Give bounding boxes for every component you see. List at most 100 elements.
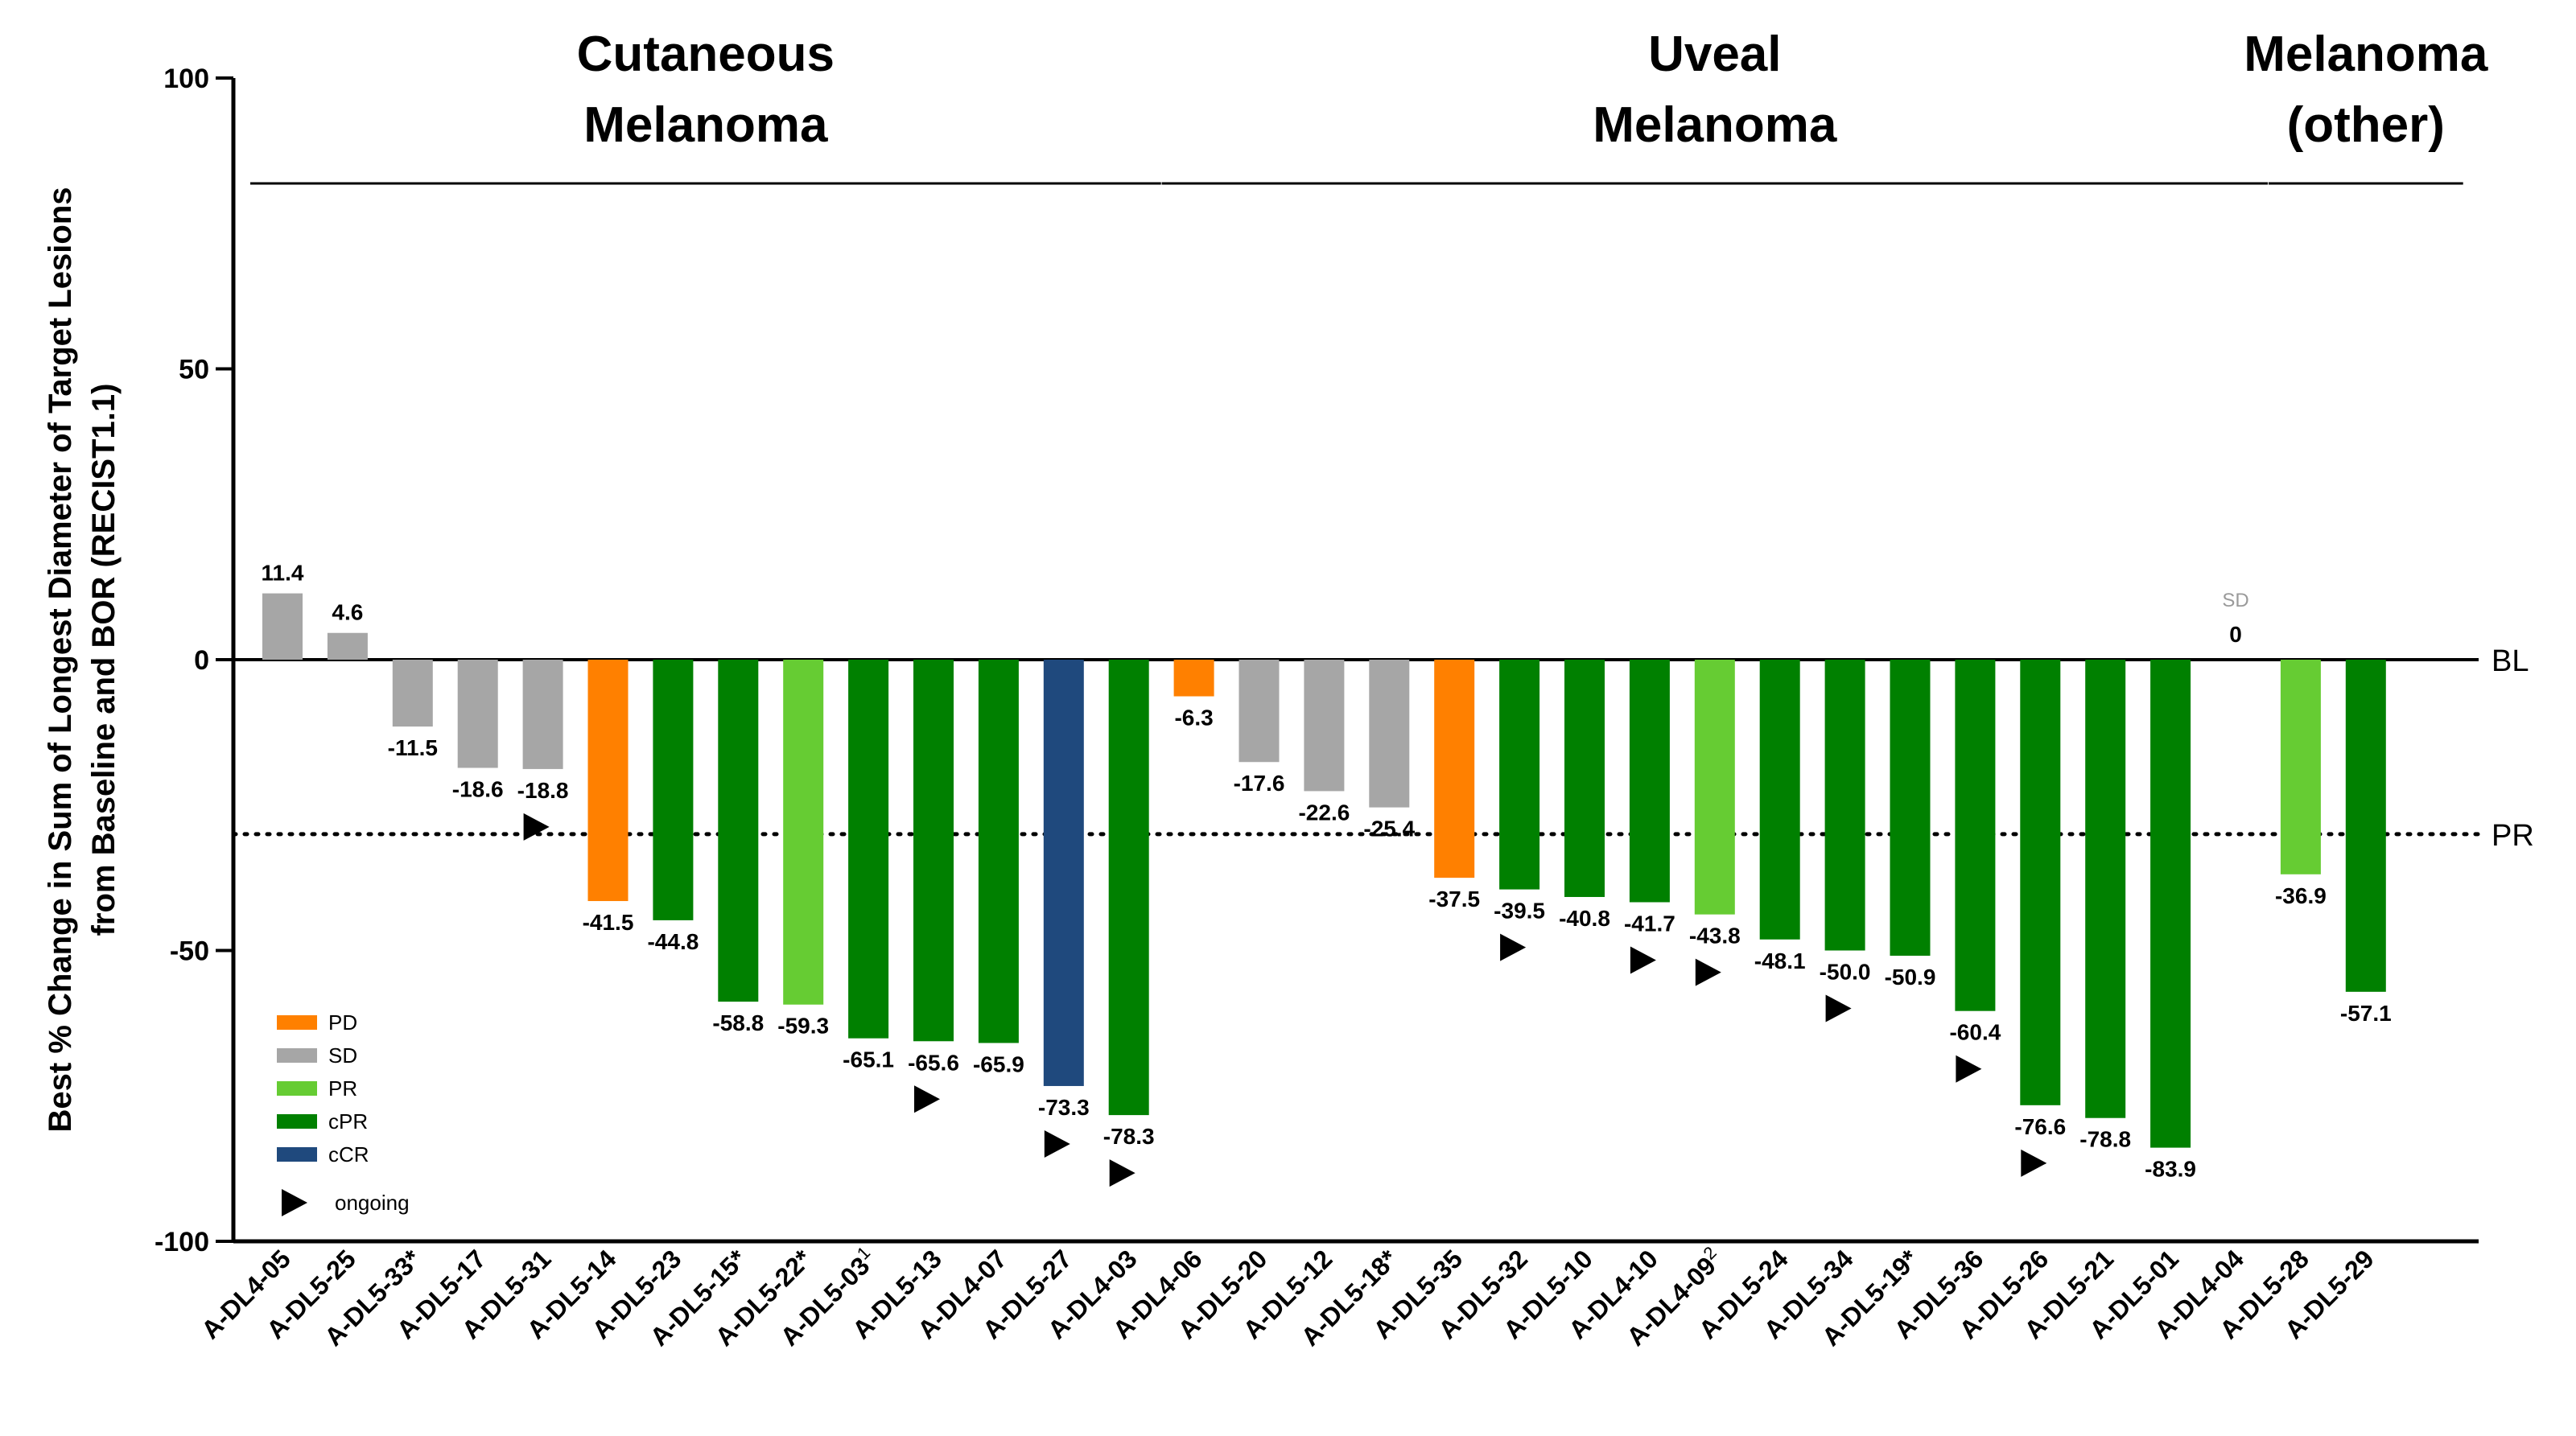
legend-swatch-pr — [277, 1081, 317, 1096]
bar-A-DL5-36 — [1955, 660, 1996, 1011]
bar-A-DL4-07 — [978, 660, 1019, 1043]
bar-A-DL5-13 — [913, 660, 954, 1042]
bar-value-label: -6.3 — [1174, 706, 1213, 730]
bar-A-DL5-31 — [522, 660, 563, 769]
bar-value-label: 11.4 — [262, 561, 304, 586]
group-title-1-line1: Uveal — [1648, 27, 1781, 82]
bar-A-DL4-10 — [1629, 660, 1670, 903]
group-title-1-line2: Melanoma — [1593, 97, 1837, 153]
bar-A-DL5-12 — [1304, 660, 1345, 792]
ongoing-marker-icon — [523, 813, 550, 841]
bar-A-DL5-33 — [392, 660, 433, 727]
legend-swatch-ccr — [277, 1147, 317, 1162]
ongoing-marker-icon — [282, 1189, 307, 1216]
y-tick-label: -50 — [170, 936, 209, 967]
bar-value-label: -60.4 — [1949, 1020, 2001, 1045]
ongoing-marker-icon — [1956, 1055, 1982, 1083]
bar-value-label: -65.1 — [843, 1047, 894, 1072]
bars: 11.4 4.6 -11.5 -18.6 -18.8 -41.5 -44.8 -58.8 -59… — [262, 561, 2392, 1187]
bar-value-label: -58.8 — [712, 1010, 764, 1035]
y-axis-title-line1: Best % Change in Sum of Longest Diameter… — [43, 187, 78, 1133]
bar-A-DL5-17 — [457, 660, 498, 768]
bar-response-note: SD — [2222, 590, 2248, 611]
bar-value-label: -44.8 — [647, 929, 699, 954]
y-tick-label: 0 — [194, 645, 209, 676]
legend-label-ongoing: ongoing — [335, 1191, 410, 1215]
bar-value-label: -25.4 — [1363, 817, 1415, 841]
y-tick-label: 50 — [179, 355, 209, 385]
bar-value-label: -39.5 — [1494, 899, 1545, 924]
bar-A-DL5-03 — [848, 660, 889, 1039]
y-tick-label: 100 — [163, 64, 209, 94]
bar-A-DL4-09 — [1694, 660, 1735, 915]
bar-A-DL5-35 — [1434, 660, 1475, 878]
bar-value-label: -40.8 — [1559, 906, 1610, 931]
y-axis-title-line2: from Baseline and BOR (RECIST1.1) — [86, 384, 122, 936]
bar-A-DL5-24 — [1759, 660, 1800, 940]
bar-A-DL4-03 — [1108, 660, 1149, 1116]
bar-value-label: -18.6 — [452, 776, 504, 801]
group-title-0-line2: Melanoma — [583, 97, 828, 153]
bar-value-label: -78.8 — [2079, 1127, 2131, 1152]
ongoing-marker-icon — [1109, 1159, 1136, 1187]
bar-value-label: -59.3 — [777, 1014, 829, 1039]
bar-A-DL5-01 — [2150, 660, 2191, 1148]
legend-swatch-pd — [277, 1015, 317, 1030]
bar-A-DL4-05 — [262, 593, 303, 660]
bar-value-label: -65.6 — [908, 1050, 959, 1075]
bar-A-DL4-06 — [1173, 660, 1214, 697]
y-axis: 100 50 0 -50 -100 — [155, 64, 236, 1257]
bar-A-DL5-26 — [2020, 660, 2061, 1105]
y-axis-title: Best % Change in Sum of Longest Diameter… — [43, 187, 122, 1133]
bar-A-DL5-19 — [1890, 660, 1931, 957]
ongoing-marker-icon — [2021, 1149, 2047, 1177]
bar-A-DL5-21 — [2085, 660, 2126, 1118]
legend-label-sd: SD — [328, 1043, 357, 1068]
bar-value-label: -22.6 — [1298, 800, 1350, 825]
group-title-2-line2: (other) — [2287, 97, 2445, 153]
x-axis: A-DL4-05A-DL5-25A-DL5-33*A-DL5-17A-DL5-3… — [196, 1239, 2479, 1352]
bar-value-label: -17.6 — [1234, 771, 1285, 796]
group-title-0-line1: Cutaneous — [577, 27, 835, 82]
group-title-2-line1: Melanoma — [2244, 27, 2488, 82]
legend-label-pd: PD — [328, 1010, 357, 1035]
bar-A-DL5-15 — [718, 660, 759, 1002]
bar-value-label: -78.3 — [1103, 1124, 1155, 1149]
bar-value-label: -36.9 — [2275, 883, 2327, 908]
bar-A-DL5-23 — [653, 660, 694, 920]
bar-A-DL5-25 — [327, 632, 368, 660]
legend-swatch-sd — [277, 1048, 317, 1063]
bar-A-DL5-28 — [2280, 660, 2321, 874]
bar-A-DL5-22 — [783, 660, 824, 1005]
legend-label-ccr: cCR — [328, 1142, 369, 1166]
ongoing-marker-icon — [1500, 933, 1527, 961]
bar-A-DL5-32 — [1499, 660, 1540, 890]
bar-value-label: -37.5 — [1428, 887, 1480, 911]
bar-value-label: -57.1 — [2340, 1001, 2392, 1026]
bar-value-label: -50.0 — [1820, 960, 1871, 985]
bar-value-label: -41.7 — [1624, 911, 1675, 936]
y-tick-label: -100 — [155, 1227, 209, 1257]
ref-line-label-pr: PR — [2492, 819, 2534, 853]
bar-A-DL5-14 — [587, 660, 629, 902]
bar-value-label: -48.1 — [1754, 948, 1806, 973]
ongoing-marker-icon — [1825, 994, 1852, 1022]
bar-A-DL5-29 — [2345, 660, 2386, 992]
bar-value-label: -18.8 — [517, 778, 569, 803]
bar-A-DL5-34 — [1824, 660, 1865, 951]
bar-value-label: -65.9 — [973, 1051, 1024, 1076]
bar-A-DL5-27 — [1043, 660, 1084, 1086]
bar-value-label: -11.5 — [388, 735, 438, 760]
ongoing-marker-icon — [1695, 958, 1721, 986]
ongoing-marker-icon — [1630, 946, 1656, 974]
legend-label-cpr: cPR — [328, 1109, 368, 1134]
group-headers: Cutaneous Melanoma Uveal Melanoma Melanoma (o… — [250, 27, 2488, 185]
bar-value-label: -50.9 — [1885, 965, 1936, 990]
ref-line-label-bl: BL — [2492, 644, 2529, 678]
ongoing-marker-icon — [1044, 1129, 1070, 1158]
bar-value-label: -76.6 — [2014, 1114, 2066, 1139]
bar-value-label: -83.9 — [2145, 1157, 2196, 1182]
bar-A-DL5-10 — [1564, 660, 1605, 897]
bar-value-label: 0 — [2229, 622, 2242, 647]
bar-value-label: 4.6 — [332, 600, 363, 625]
